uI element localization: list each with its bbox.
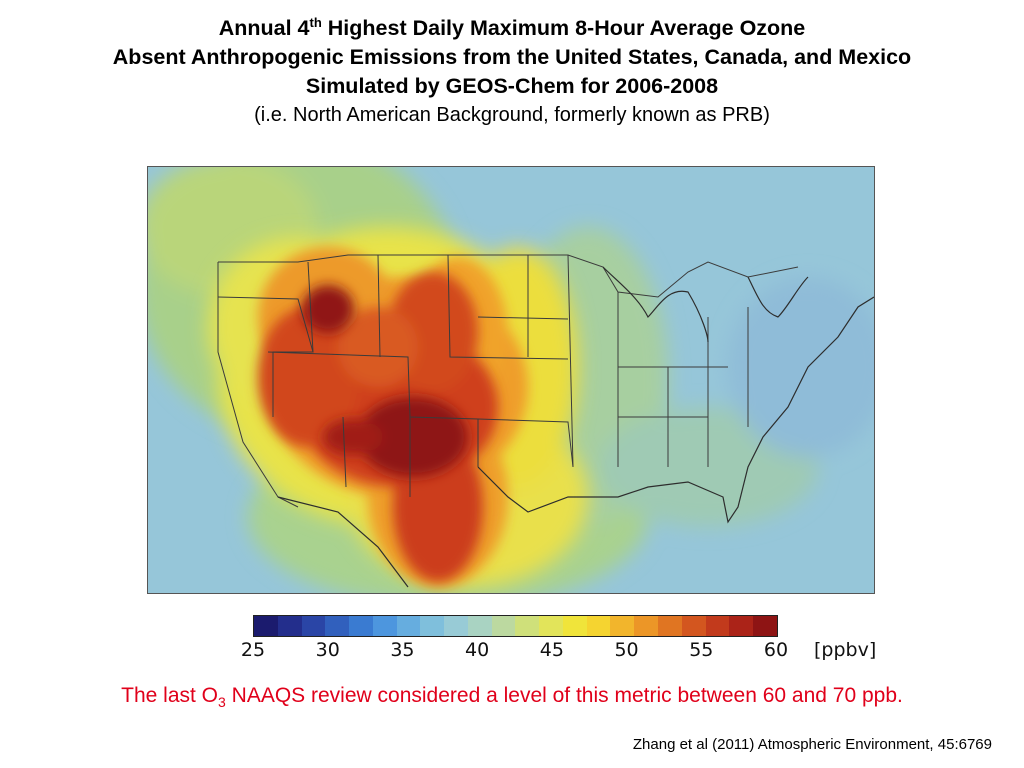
naaqs-note: The last O3 NAAQS review considered a le… (121, 684, 903, 711)
colorbar-segment (753, 616, 777, 636)
colorbar-tick-label: 55 (689, 639, 714, 661)
colorbar-segment (539, 616, 563, 636)
colorbar-segment (467, 616, 492, 636)
colorbar-segment (705, 616, 730, 636)
title-line-3: Simulated by GEOS-Chem for 2006-2008 (305, 74, 719, 98)
colorbar-segment (277, 616, 302, 636)
colorbar-tick-label: 25 (240, 639, 266, 661)
ozone-field-peak (302, 285, 468, 477)
colorbar-segment (444, 616, 468, 636)
colorbar-segment (254, 616, 278, 636)
colorbar-segment (325, 616, 350, 636)
title-line-1: Annual 4th Highest Daily Maximum 8-Hour … (218, 14, 806, 40)
colorbar-segment (729, 616, 754, 636)
title-line-2: Absent Anthropogenic Emissions from the … (112, 45, 912, 69)
state-borders (217, 254, 799, 508)
colorbar-segment (586, 616, 611, 636)
colorbar-tick-label: 45 (539, 639, 564, 661)
ozone-map-svg (148, 167, 874, 593)
colorbar-segment (610, 616, 635, 636)
colorbar-segment (491, 616, 516, 636)
colorbar-tick-label: 30 (315, 639, 340, 661)
colorbar-segment (372, 616, 397, 636)
colorbar-segment (658, 616, 682, 636)
colorbar-segment (420, 616, 445, 636)
colorbar-tick-label: 50 (614, 639, 639, 661)
colorbar-segment (634, 616, 659, 636)
subtitle: (i.e. North American Background, formerl… (254, 104, 770, 126)
colorbar-segment (562, 616, 587, 636)
title-block: Annual 4th Highest Daily Maximum 8-Hour … (0, 14, 1024, 129)
colorbar-segment (396, 616, 421, 636)
colorbar-segment (301, 616, 326, 636)
citation: Zhang et al (2011) Atmospheric Environme… (632, 736, 992, 753)
colorbar-units: [ppbv] (814, 639, 877, 661)
colorbar-segment (515, 616, 540, 636)
colorbar-tick-label: 60 (763, 639, 789, 661)
colorbar-tick-label: 35 (390, 639, 415, 661)
colorbar-tick-label: 40 (465, 639, 490, 661)
colorbar (253, 615, 778, 637)
colorbar-segment (349, 616, 373, 636)
coastline (277, 266, 874, 588)
ozone-map (147, 166, 875, 594)
colorbar-segment (681, 616, 706, 636)
